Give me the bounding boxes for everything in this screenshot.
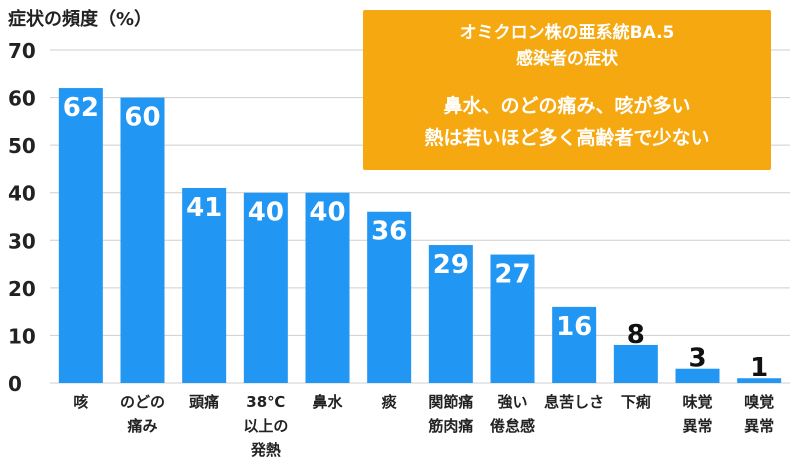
- data-label: 40: [309, 198, 345, 228]
- data-label: 62: [63, 93, 99, 123]
- data-label: 16: [556, 312, 592, 342]
- bar: [305, 192, 350, 383]
- bar: [552, 306, 597, 383]
- info-summary-line: 熱は若いほど多く高齢者で少ない: [424, 127, 710, 149]
- data-label: 40: [248, 198, 284, 228]
- x-tick-label: 鼻水: [312, 393, 343, 411]
- info-title-line: オミクロン株の亜系統BA.5: [459, 23, 675, 43]
- x-tick-label: 以上の: [243, 417, 288, 435]
- x-tick-label: 頭痛: [189, 393, 219, 411]
- info-summary: 鼻水、のどの痛み、咳が多い 熱は若いほど多く高齢者で少ない: [363, 90, 771, 154]
- x-tick-label: 痛み: [126, 417, 157, 435]
- x-tick-label: 味覚: [682, 393, 712, 411]
- data-label: 29: [433, 250, 469, 280]
- x-tick-label: 咳: [73, 393, 88, 411]
- y-tick-label: 40: [8, 182, 36, 206]
- data-label: 1: [750, 353, 768, 383]
- x-tick-label: 異常: [744, 417, 774, 435]
- info-summary-line: 鼻水、のどの痛み、咳が多い: [443, 95, 691, 117]
- x-tick-label: 強い: [497, 393, 527, 411]
- bars: 62 60 41 40 40 36 29 27 16 8 3 1: [58, 88, 782, 384]
- chart-title: 症状の頻度（%）: [8, 8, 152, 30]
- y-tick-label: 70: [8, 39, 36, 63]
- data-label: 41: [186, 193, 222, 223]
- bar: [58, 88, 103, 384]
- x-tick-label: 発熱: [250, 441, 281, 459]
- bar: [243, 192, 288, 383]
- y-tick-label: 50: [8, 134, 36, 158]
- x-tick-label: 下痢: [621, 393, 651, 411]
- x-tick-label: 倦怠感: [490, 417, 535, 435]
- bar: [490, 254, 535, 383]
- bar: [182, 187, 227, 383]
- data-label: 60: [124, 103, 160, 133]
- x-tick-label: 関節痛: [428, 393, 473, 411]
- y-tick-label: 30: [8, 229, 36, 253]
- x-tick-label: 息苦しさ: [544, 393, 604, 411]
- y-axis: 0 10 20 30 40 50 60 70: [8, 39, 36, 396]
- info-title-line: 感染者の症状: [516, 49, 618, 69]
- x-tick-label: 異常: [682, 417, 712, 435]
- bar: [120, 97, 165, 384]
- y-tick-label: 10: [8, 324, 36, 348]
- y-tick-label: 0: [8, 372, 22, 396]
- bar: [367, 211, 412, 383]
- bar: [613, 344, 658, 383]
- info-title: オミクロン株の亜系統BA.5 感染者の症状: [363, 20, 771, 72]
- x-tick-label: 嗅覚: [744, 393, 774, 411]
- data-label: 36: [371, 217, 407, 247]
- x-tick-label: のどの: [120, 393, 165, 411]
- y-tick-label: 60: [8, 87, 36, 111]
- bar: [737, 378, 782, 383]
- data-label: 8: [627, 320, 645, 350]
- y-tick-label: 20: [8, 277, 36, 301]
- data-label: 3: [688, 344, 706, 374]
- x-tick-label: 38℃: [246, 393, 285, 411]
- bar: [428, 245, 473, 383]
- info-box: オミクロン株の亜系統BA.5 感染者の症状 鼻水、のどの痛み、咳が多い 熱は若い…: [363, 10, 771, 170]
- data-label: 27: [494, 260, 530, 290]
- x-tick-label: 筋肉痛: [427, 417, 473, 435]
- x-tick-label: 痰: [382, 393, 398, 411]
- bar: [675, 368, 720, 383]
